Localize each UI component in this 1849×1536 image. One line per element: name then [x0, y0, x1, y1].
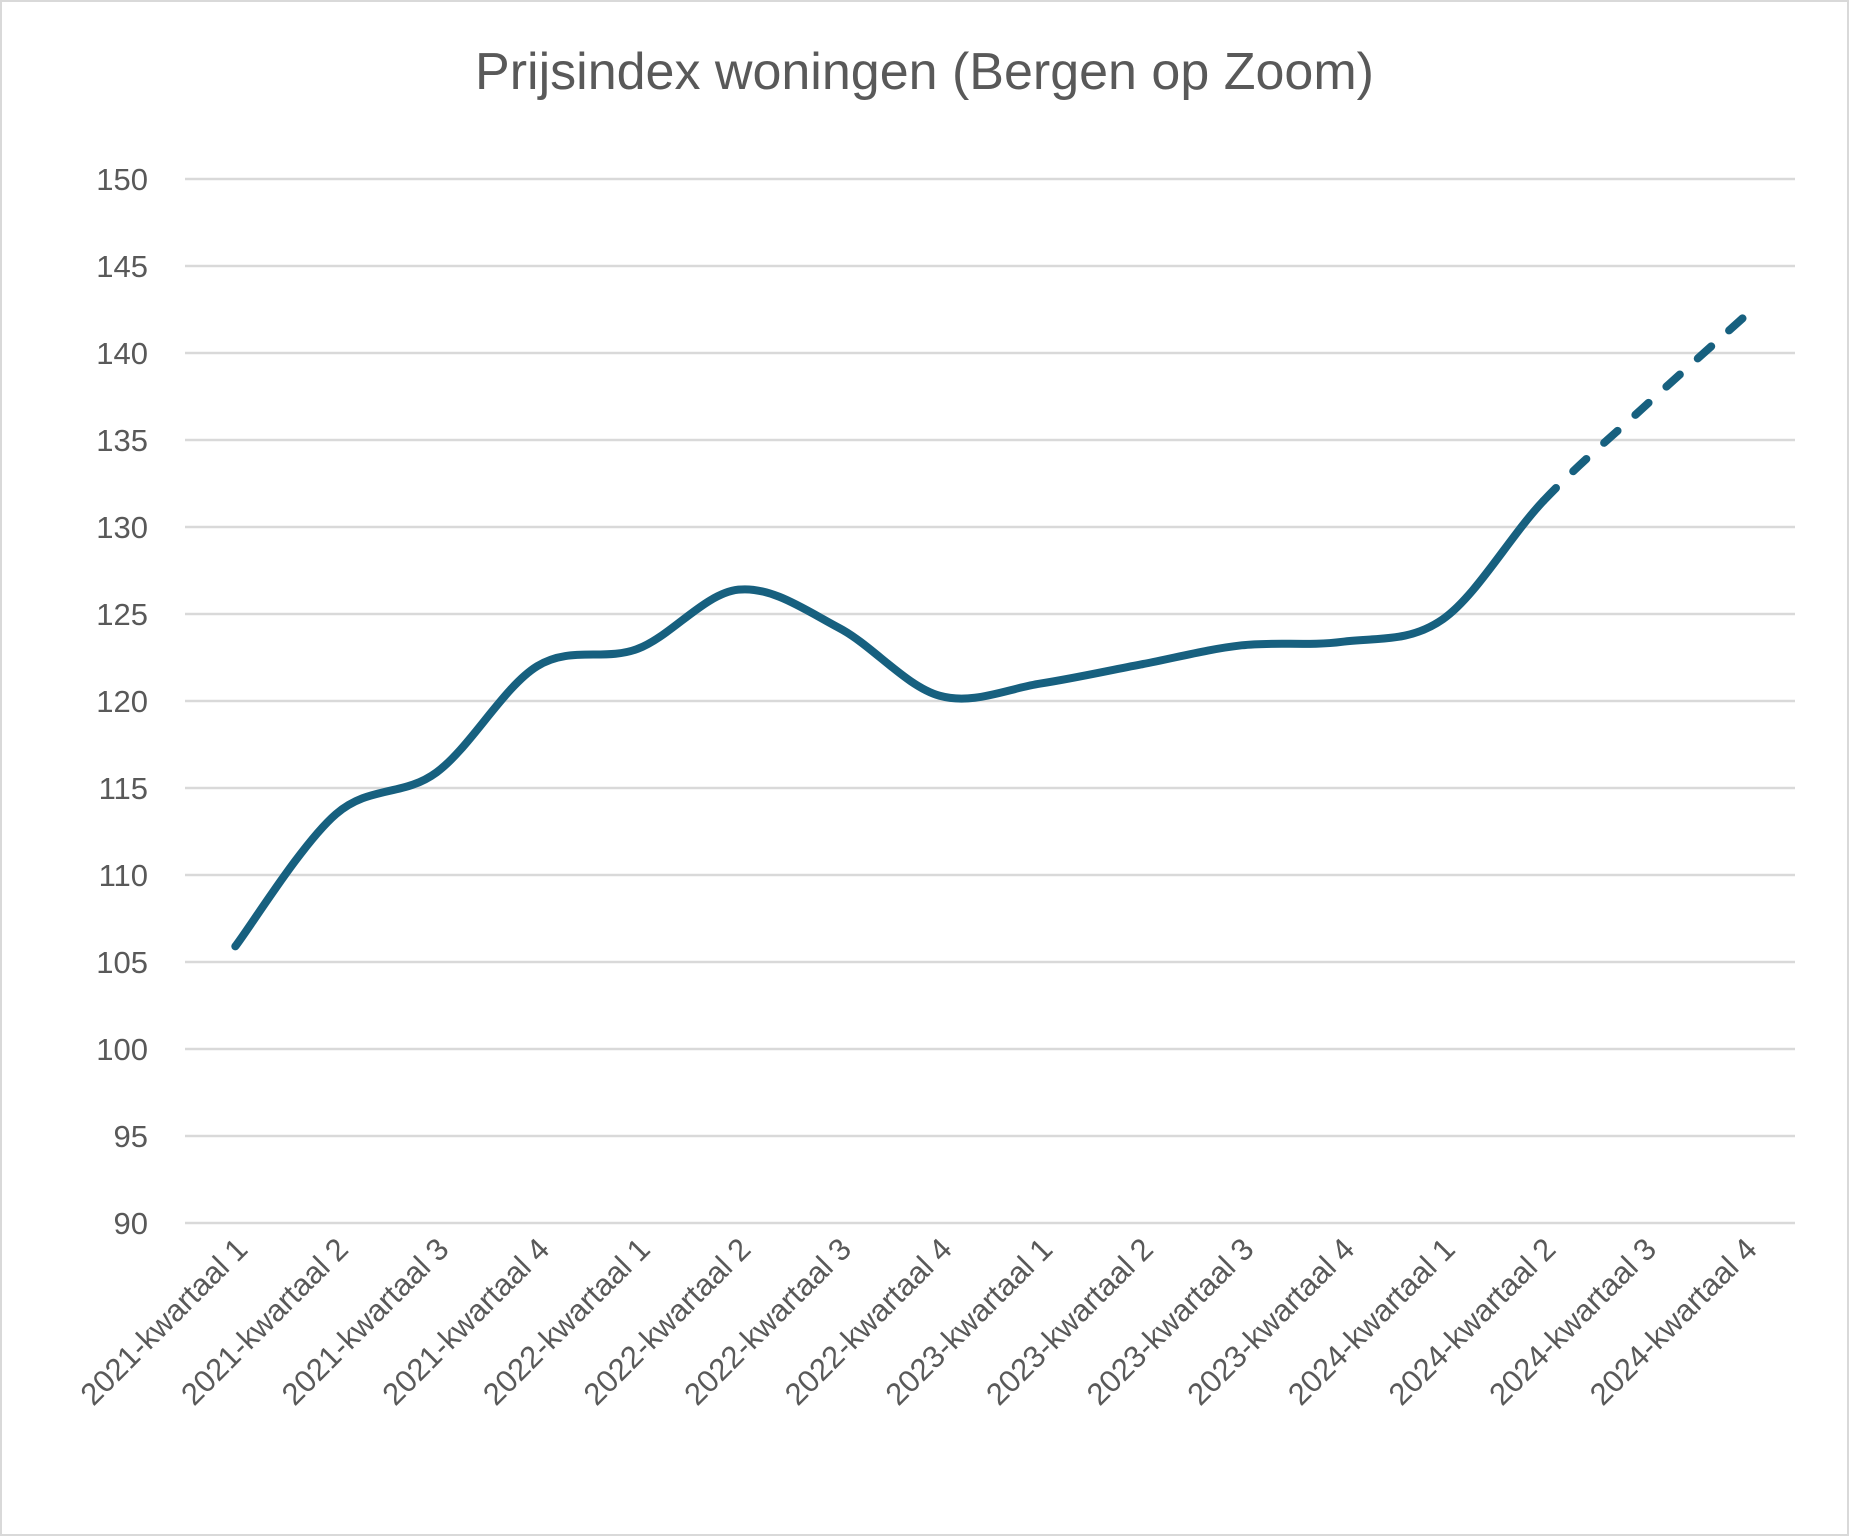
y-tick-label: 115	[99, 771, 148, 806]
series-line-dashed	[1539, 312, 1749, 505]
y-tick-label: 120	[96, 684, 148, 719]
y-tick-label: 100	[96, 1032, 148, 1067]
y-tick-label: 140	[96, 336, 148, 371]
y-tick-label: 105	[96, 945, 148, 980]
x-tick-label: 2021-kwartaal 1	[74, 1231, 255, 1412]
y-tick-label: 145	[96, 249, 148, 284]
y-tick-label: 150	[96, 162, 148, 197]
y-tick-label: 135	[96, 423, 148, 458]
series-line-solid	[231, 496, 1548, 951]
y-tick-label: 90	[114, 1206, 148, 1241]
y-tick-label: 125	[96, 597, 148, 632]
y-tick-label: 130	[96, 510, 148, 545]
chart-title: Prijsindex woningen (Bergen op Zoom)	[475, 43, 1374, 101]
y-tick-label: 95	[114, 1119, 148, 1154]
y-tick-label: 110	[99, 858, 148, 893]
